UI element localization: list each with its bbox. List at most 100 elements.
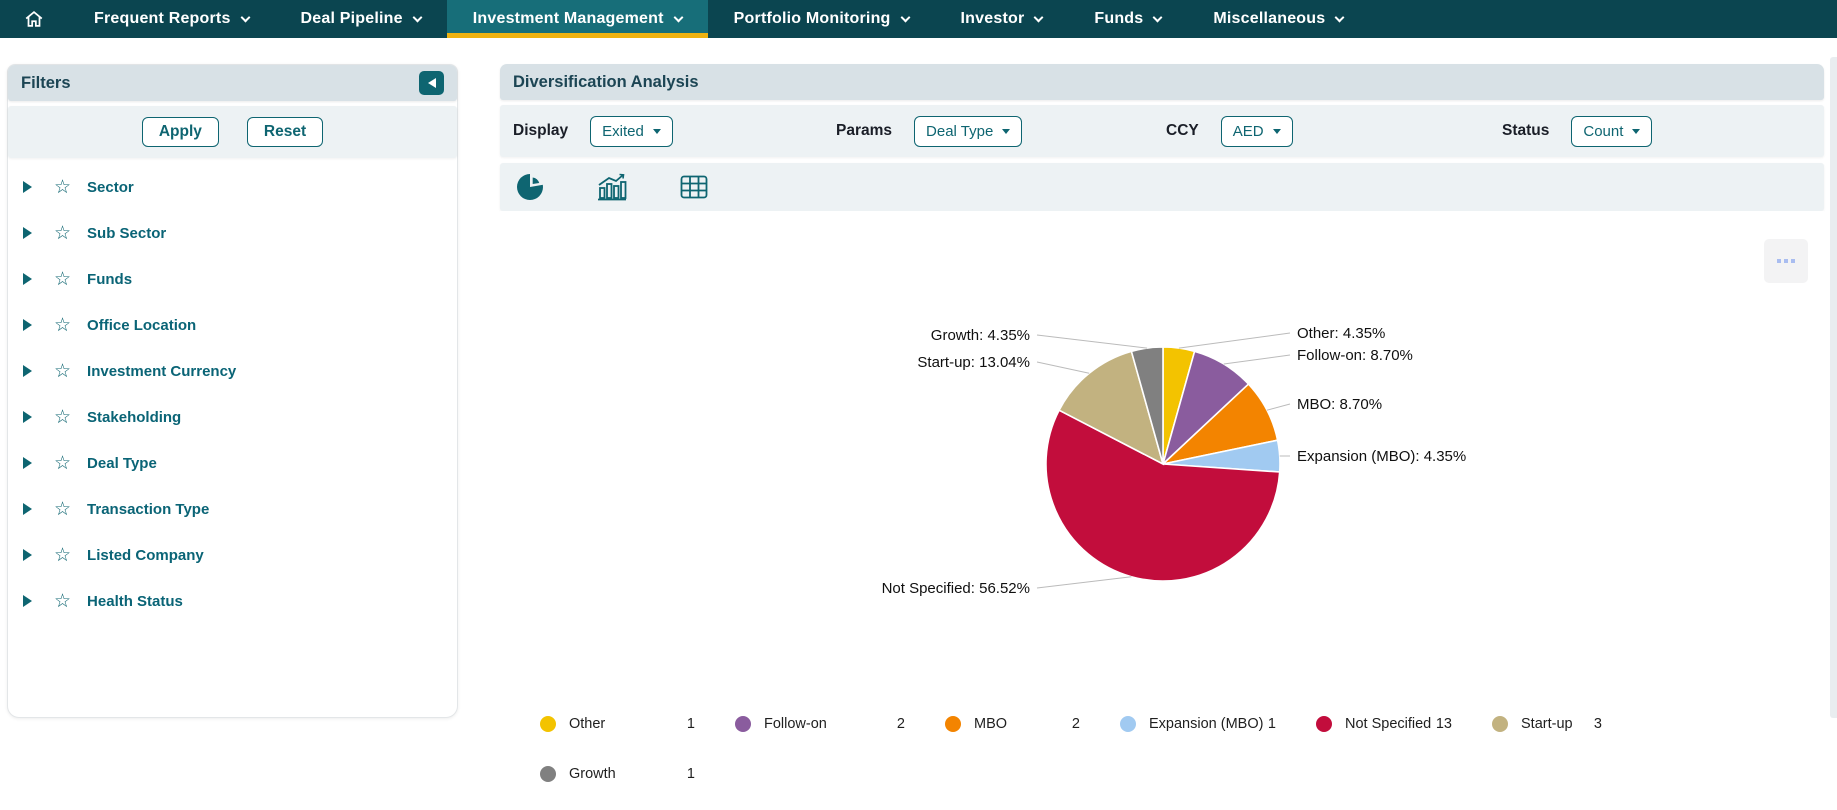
legend-count: 2: [896, 716, 905, 732]
callout-leader-line: [1036, 334, 1148, 349]
legend-item-other[interactable]: Other 1: [540, 716, 735, 732]
legend-marker: [540, 766, 556, 782]
expand-arrow-icon[interactable]: [23, 181, 32, 193]
favorite-star-icon[interactable]: ☆: [54, 589, 72, 612]
nav-item-portfolio-monitoring[interactable]: Portfolio Monitoring: [708, 0, 935, 38]
reset-button[interactable]: Reset: [246, 117, 324, 147]
legend-marker: [1492, 716, 1508, 732]
pie-slice-start-up[interactable]: [1058, 350, 1165, 466]
status-label: Status: [1502, 122, 1550, 139]
filter-item-transaction-type[interactable]: ☆ Transaction Type: [8, 486, 457, 532]
favorite-star-icon[interactable]: ☆: [54, 451, 72, 474]
filter-label[interactable]: Office Location: [87, 316, 197, 334]
favorite-star-icon[interactable]: ☆: [54, 543, 72, 566]
filter-item-listed-company[interactable]: ☆ Listed Company: [8, 532, 457, 578]
chevron-down-icon: [1152, 12, 1163, 22]
apply-button[interactable]: Apply: [141, 117, 219, 147]
ccy-control: CCY AED: [1166, 105, 1293, 157]
expand-arrow-icon[interactable]: [23, 365, 32, 377]
filter-label[interactable]: Investment Currency: [87, 362, 237, 380]
legend-item-follow-on[interactable]: Follow-on 2: [735, 716, 945, 732]
favorite-star-icon[interactable]: ☆: [54, 267, 72, 290]
expand-arrow-icon[interactable]: [23, 549, 32, 561]
nav-item-label: Investor: [960, 10, 1025, 27]
legend-item-not-specified[interactable]: Not Specified 13: [1316, 716, 1492, 732]
expand-arrow-icon[interactable]: [23, 503, 32, 515]
nav-item-investment-management[interactable]: Investment Management: [446, 0, 708, 38]
nav-item-funds[interactable]: Funds: [1068, 0, 1187, 38]
filter-item-deal-type[interactable]: ☆ Deal Type: [8, 440, 457, 486]
filter-item-sub-sector[interactable]: ☆ Sub Sector: [8, 210, 457, 256]
caret-down-icon: [1272, 128, 1281, 134]
favorite-star-icon[interactable]: ☆: [54, 405, 72, 428]
callout-leader-line: [1223, 354, 1291, 365]
pie-chart-icon[interactable]: [515, 172, 545, 202]
expand-arrow-icon[interactable]: [23, 411, 32, 423]
nav-item-frequent-reports[interactable]: Frequent Reports: [68, 0, 275, 38]
display-control: Display Exited: [513, 105, 673, 157]
legend-count: 1: [1267, 716, 1276, 732]
status-control: Status Count: [1502, 105, 1653, 157]
filter-label[interactable]: Sub Sector: [87, 224, 167, 242]
legend-label: MBO: [974, 716, 1008, 732]
legend-item-growth[interactable]: Growth 1: [540, 766, 735, 782]
filter-list: ☆ Sector ☆ Sub Sector ☆ Funds ☆ Office Locat…: [8, 164, 457, 624]
expand-arrow-icon[interactable]: [23, 457, 32, 469]
table-icon[interactable]: [679, 172, 709, 202]
nav-item-deal-pipeline[interactable]: Deal Pipeline: [275, 0, 447, 38]
filter-item-investment-currency[interactable]: ☆ Investment Currency: [8, 348, 457, 394]
filters-panel: Filters Apply Reset ☆ Sector ☆ Sub Sector …: [7, 64, 458, 718]
favorite-star-icon[interactable]: ☆: [54, 497, 72, 520]
chart-context-menu-button[interactable]: [1764, 239, 1808, 283]
home-icon: [25, 10, 43, 27]
params-value: Deal Type: [926, 122, 994, 140]
expand-arrow-icon[interactable]: [23, 595, 32, 607]
legend-item-expansion-mbo[interactable]: Expansion (MBO) 1: [1120, 716, 1316, 732]
params-dropdown[interactable]: Deal Type: [914, 115, 1023, 147]
chevron-down-icon: [673, 12, 684, 22]
pie-chart[interactable]: Other: 4.35% Follow-on: 8.70% MBO: 8.70% Ex…: [500, 211, 1824, 806]
expand-arrow-icon[interactable]: [23, 319, 32, 331]
legend-row: Other 1 Follow-on 2 MBO 2 Expansion (MBO…: [540, 709, 1810, 739]
filter-item-stakeholding[interactable]: ☆ Stakeholding: [8, 394, 457, 440]
filter-label[interactable]: Funds: [87, 270, 133, 288]
collapse-panel-button[interactable]: [419, 71, 444, 95]
legend-label: Growth: [569, 766, 616, 782]
filter-label[interactable]: Health Status: [87, 592, 183, 610]
display-dropdown[interactable]: Exited: [590, 115, 673, 147]
filter-item-funds[interactable]: ☆ Funds: [8, 256, 457, 302]
filter-item-office-location[interactable]: ☆ Office Location: [8, 302, 457, 348]
expand-arrow-icon[interactable]: [23, 227, 32, 239]
favorite-star-icon[interactable]: ☆: [54, 175, 72, 198]
filter-label[interactable]: Deal Type: [87, 454, 157, 472]
bar-chart-icon[interactable]: [597, 172, 627, 202]
filter-label[interactable]: Stakeholding: [87, 408, 182, 426]
chart-controls-bar: Display Exited Params Deal Type CCY AED …: [500, 105, 1824, 157]
legend-label: Expansion (MBO): [1149, 716, 1264, 732]
expand-arrow-icon[interactable]: [23, 273, 32, 285]
collapsed-right-panel-strip[interactable]: [1830, 57, 1837, 718]
home-button[interactable]: [0, 0, 68, 38]
top-navigation-bar: Frequent Reports Deal Pipeline Investmen…: [0, 0, 1837, 38]
favorite-star-icon[interactable]: ☆: [54, 221, 72, 244]
legend-item-mbo[interactable]: MBO 2: [945, 716, 1120, 732]
favorite-star-icon[interactable]: ☆: [54, 313, 72, 336]
filter-label[interactable]: Listed Company: [87, 546, 204, 564]
callout-leader-line: [1178, 332, 1291, 349]
nav-item-miscellaneous[interactable]: Miscellaneous: [1187, 0, 1369, 38]
legend-count: 2: [1071, 716, 1080, 732]
ccy-dropdown[interactable]: AED: [1220, 115, 1293, 147]
legend-item-start-up[interactable]: Start-up 3: [1492, 716, 1642, 732]
chevron-down-icon: [240, 12, 250, 22]
nav-item-investor[interactable]: Investor: [935, 0, 1069, 38]
pie-slice-not-specified[interactable]: [1045, 409, 1281, 582]
status-dropdown[interactable]: Count: [1571, 115, 1653, 147]
favorite-star-icon[interactable]: ☆: [54, 359, 72, 382]
legend-marker: [1316, 716, 1332, 732]
filter-item-sector[interactable]: ☆ Sector: [8, 164, 457, 210]
filters-title: Filters: [21, 73, 71, 92]
filter-label[interactable]: Transaction Type: [87, 500, 210, 518]
filter-label[interactable]: Sector: [87, 178, 134, 196]
filter-item-health-status[interactable]: ☆ Health Status: [8, 578, 457, 624]
